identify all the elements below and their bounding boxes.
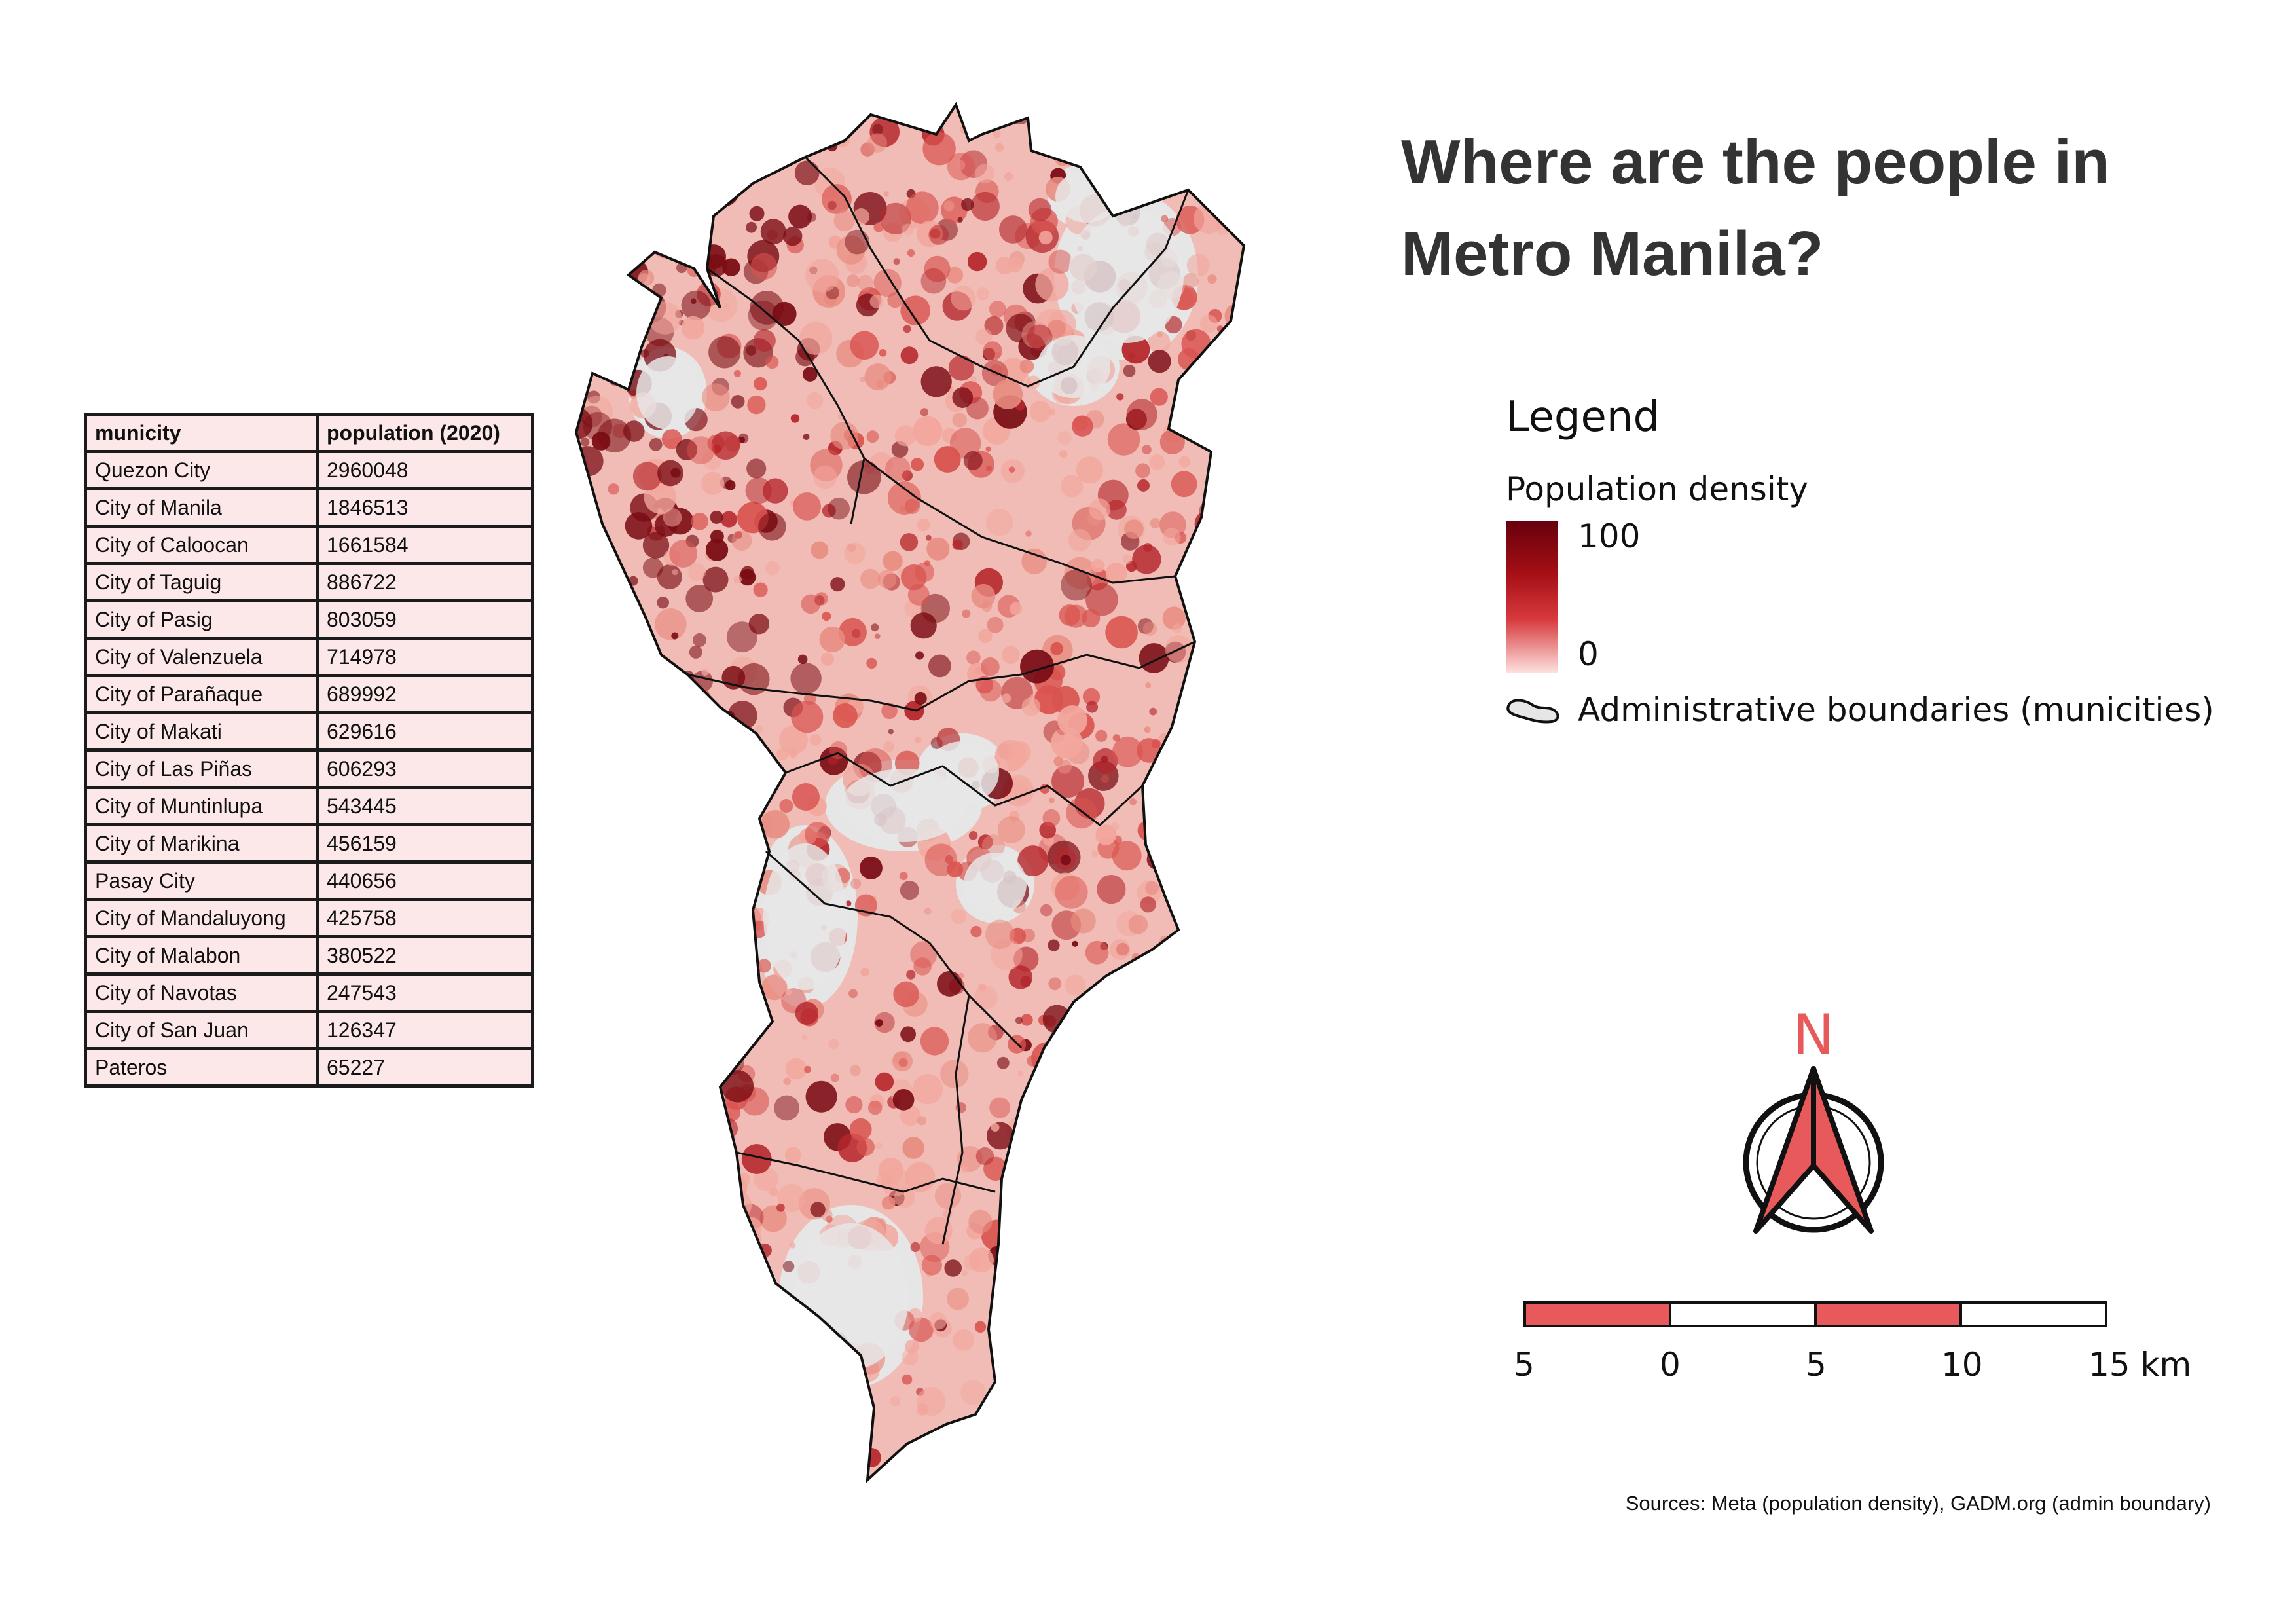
- column-header-municity: municity: [84, 413, 319, 453]
- table-row: City of Taguig 886722: [84, 562, 534, 602]
- density-min-label: 0: [1578, 635, 1599, 673]
- table-row: City of Marikina 456159: [84, 823, 534, 864]
- density-max-label: 100: [1578, 517, 1641, 555]
- population-table: municity population (2020) Quezon City 29…: [84, 413, 534, 1088]
- municipal-boundaries: [687, 156, 1195, 1245]
- municity-cell: Pateros: [84, 1047, 319, 1088]
- population-cell: 65227: [316, 1047, 534, 1088]
- population-cell: 714978: [316, 637, 534, 677]
- municity-cell: City of Las Piñas: [84, 748, 319, 789]
- legend-title: Legend: [1506, 393, 1660, 441]
- table-row: City of Navotas 247543: [84, 972, 534, 1013]
- population-cell: 543445: [316, 786, 534, 826]
- table-row: City of Makati 629616: [84, 711, 534, 752]
- municity-cell: City of Taguig: [84, 562, 319, 602]
- boundary-symbol-icon: [1506, 699, 1559, 724]
- population-cell: 689992: [316, 674, 534, 714]
- population-cell: 629616: [316, 711, 534, 752]
- table-row: City of Pasig 803059: [84, 599, 534, 640]
- municity-cell: City of San Juan: [84, 1010, 319, 1050]
- boundary-muntinlupa-east: [941, 995, 970, 1245]
- metro-manila-outline: [574, 101, 1246, 1483]
- municity-cell: City of Marikina: [84, 823, 319, 864]
- population-cell: 380522: [316, 935, 534, 976]
- density-blobs: [576, 105, 1244, 1480]
- scale-label-15-km: 15 km: [2088, 1346, 2192, 1384]
- table-row: City of Manila 1846513: [84, 487, 534, 528]
- boundary-pasig-river: [687, 640, 1195, 712]
- municity-cell: City of Caloocan: [84, 525, 319, 565]
- population-density-raster: [576, 105, 1244, 1480]
- population-cell: 2960048: [316, 450, 534, 490]
- north-label: N: [1793, 1003, 1834, 1068]
- north-arrow-right-icon: [1811, 1066, 1874, 1234]
- population-cell: 1846513: [316, 487, 534, 528]
- municity-cell: City of Navotas: [84, 972, 319, 1013]
- boundary-makati-taguig: [785, 752, 1144, 826]
- table-body: Quezon City 2960048 City of Manila 1846513 C…: [84, 450, 534, 1088]
- table-row: City of Muntinlupa 543445: [84, 786, 534, 826]
- table-row: City of Mandaluyong 425758: [84, 898, 534, 938]
- table-row: City of Malabon 380522: [84, 935, 534, 976]
- table-row: Pasay City 440656: [84, 860, 534, 901]
- table-row: City of Parañaque 689992: [84, 674, 534, 714]
- boundary-quezon-south: [864, 457, 1176, 584]
- population-cell: 1661584: [316, 525, 534, 565]
- column-header-population: population (2020): [316, 413, 534, 453]
- table-header-row: municity population (2020): [84, 413, 534, 453]
- table-row: Quezon City 2960048: [84, 450, 534, 490]
- population-cell: 247543: [316, 972, 534, 1013]
- scale-label-0: 0: [1660, 1346, 1681, 1384]
- population-cell: 440656: [316, 860, 534, 901]
- population-cell: 126347: [316, 1010, 534, 1050]
- boundary-pasay-paranaque: [765, 850, 1023, 1049]
- table-row: City of San Juan 126347: [84, 1010, 534, 1050]
- population-cell: 425758: [316, 898, 534, 938]
- municity-cell: City of Parañaque: [84, 674, 319, 714]
- table-row: City of Caloocan 1661584: [84, 525, 534, 565]
- municity-cell: Quezon City: [84, 450, 319, 490]
- table-row: City of Las Piñas 606293: [84, 748, 534, 789]
- scale-bar: [1523, 1301, 2107, 1327]
- population-cell: 886722: [316, 562, 534, 602]
- table-row: City of Valenzuela 714978: [84, 637, 534, 677]
- municity-cell: City of Makati: [84, 711, 319, 752]
- table-row: Pateros 65227: [84, 1047, 534, 1088]
- municity-cell: City of Pasig: [84, 599, 319, 640]
- municity-cell: Pasay City: [84, 860, 319, 901]
- municity-cell: City of Valenzuela: [84, 637, 319, 677]
- population-cell: 803059: [316, 599, 534, 640]
- boundary-malabon-valenzuela: [706, 267, 866, 525]
- boundary-laspinas-muntinlupa: [736, 1151, 996, 1193]
- municity-cell: City of Manila: [84, 487, 319, 528]
- municity-cell: City of Muntinlupa: [84, 786, 319, 826]
- scale-label-5-left: 5: [1514, 1346, 1535, 1384]
- population-cell: 456159: [316, 823, 534, 864]
- boundary-legend-label: Administrative boundaries (municities): [1578, 691, 2214, 729]
- sources-note: Sources: Meta (population density), GADM…: [1625, 1492, 2211, 1515]
- north-arrow: N: [1743, 1003, 1884, 1234]
- scale-label-10: 10: [1941, 1346, 1983, 1384]
- municity-cell: City of Mandaluyong: [84, 898, 319, 938]
- municity-cell: City of Malabon: [84, 935, 319, 976]
- map-title: Where are the people in Metro Manila?: [1401, 127, 2110, 289]
- boundary-caloocan-quezon: [804, 156, 1190, 388]
- population-cell: 606293: [316, 748, 534, 789]
- scale-label-5: 5: [1806, 1346, 1827, 1384]
- density-color-ramp: [1506, 521, 1558, 673]
- legend-density-title: Population density: [1506, 470, 1808, 508]
